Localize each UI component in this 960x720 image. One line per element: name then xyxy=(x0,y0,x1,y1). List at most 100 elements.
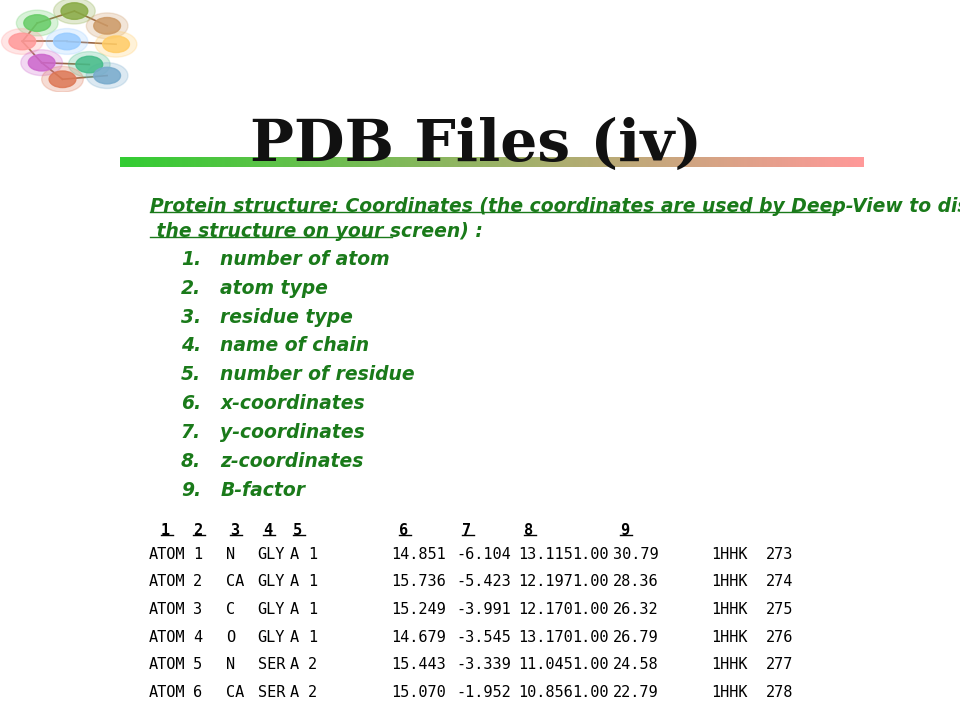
Text: 6.: 6. xyxy=(181,394,202,413)
Text: y-coordinates: y-coordinates xyxy=(221,423,365,442)
Circle shape xyxy=(86,13,128,39)
Text: GLY: GLY xyxy=(257,602,285,617)
Text: ATOM: ATOM xyxy=(148,575,184,589)
Text: SER: SER xyxy=(257,657,285,672)
Text: 8.: 8. xyxy=(181,451,202,471)
Text: 6: 6 xyxy=(399,523,408,539)
Text: -3.545: -3.545 xyxy=(456,630,511,644)
Text: A: A xyxy=(290,575,299,589)
Text: 275: 275 xyxy=(766,602,793,617)
Text: CA: CA xyxy=(227,685,245,700)
Text: 10.856: 10.856 xyxy=(518,685,573,700)
Text: 7.: 7. xyxy=(181,423,202,442)
Text: N: N xyxy=(227,546,235,562)
Text: 3: 3 xyxy=(230,523,239,539)
Text: 24.58: 24.58 xyxy=(613,657,659,672)
Circle shape xyxy=(16,10,58,36)
Text: 1.00: 1.00 xyxy=(572,630,609,644)
Text: 276: 276 xyxy=(766,630,793,644)
Text: PDB Files (iv): PDB Files (iv) xyxy=(251,117,702,173)
Text: 273: 273 xyxy=(766,546,793,562)
Circle shape xyxy=(21,50,62,76)
Circle shape xyxy=(41,66,84,92)
Text: -1.952: -1.952 xyxy=(456,685,511,700)
Text: 4: 4 xyxy=(263,523,272,539)
Text: A: A xyxy=(290,602,299,617)
Text: GLY: GLY xyxy=(257,630,285,644)
Circle shape xyxy=(68,52,110,78)
Text: C: C xyxy=(227,602,235,617)
Text: 1: 1 xyxy=(308,575,318,589)
Text: 1.00: 1.00 xyxy=(572,602,609,617)
Text: 2: 2 xyxy=(193,575,202,589)
Text: 1.: 1. xyxy=(181,250,202,269)
Text: 4: 4 xyxy=(193,630,202,644)
Text: number of atom: number of atom xyxy=(221,250,390,269)
Text: 14.679: 14.679 xyxy=(392,630,446,644)
Text: 1HHK: 1HHK xyxy=(711,657,748,672)
Text: CA: CA xyxy=(227,575,245,589)
Text: 22.79: 22.79 xyxy=(613,685,659,700)
Text: O: O xyxy=(227,630,235,644)
Text: atom type: atom type xyxy=(221,279,328,298)
Circle shape xyxy=(49,71,76,88)
Text: ATOM: ATOM xyxy=(148,685,184,700)
Text: 15.249: 15.249 xyxy=(392,602,446,617)
Circle shape xyxy=(76,56,103,73)
Circle shape xyxy=(24,14,51,32)
Circle shape xyxy=(61,3,87,19)
Text: 13.115: 13.115 xyxy=(518,546,573,562)
Circle shape xyxy=(2,29,43,55)
Circle shape xyxy=(46,29,87,55)
Text: 9: 9 xyxy=(620,523,629,539)
Text: 14.851: 14.851 xyxy=(392,546,446,562)
Text: number of residue: number of residue xyxy=(221,365,415,384)
Text: ATOM: ATOM xyxy=(148,657,184,672)
Text: the structure on your screen) :: the structure on your screen) : xyxy=(150,222,483,241)
Text: 30.79: 30.79 xyxy=(613,546,659,562)
Text: 1: 1 xyxy=(308,630,318,644)
Text: A: A xyxy=(290,630,299,644)
Text: residue type: residue type xyxy=(221,307,353,327)
Circle shape xyxy=(94,17,121,34)
Text: A: A xyxy=(290,657,299,672)
Text: 1: 1 xyxy=(308,546,318,562)
Text: 12.170: 12.170 xyxy=(518,602,573,617)
Circle shape xyxy=(94,67,121,84)
Text: 1HHK: 1HHK xyxy=(711,575,748,589)
Text: 8: 8 xyxy=(524,523,533,539)
Text: 1HHK: 1HHK xyxy=(711,630,748,644)
Text: 274: 274 xyxy=(766,575,793,589)
Text: 1.00: 1.00 xyxy=(572,546,609,562)
Text: A: A xyxy=(290,546,299,562)
Text: 15.070: 15.070 xyxy=(392,685,446,700)
Text: 1HHK: 1HHK xyxy=(711,685,748,700)
Text: 6: 6 xyxy=(193,685,202,700)
Text: 3.: 3. xyxy=(181,307,202,327)
Text: N: N xyxy=(227,657,235,672)
Text: 277: 277 xyxy=(766,657,793,672)
Text: 5.: 5. xyxy=(181,365,202,384)
Text: name of chain: name of chain xyxy=(221,336,370,356)
Text: SER: SER xyxy=(257,685,285,700)
Text: GLY: GLY xyxy=(257,575,285,589)
Text: 5: 5 xyxy=(193,657,202,672)
Text: 7: 7 xyxy=(463,523,471,539)
Text: ATOM: ATOM xyxy=(148,630,184,644)
Text: ATOM: ATOM xyxy=(148,546,184,562)
Text: 12.197: 12.197 xyxy=(518,575,573,589)
Text: 1: 1 xyxy=(308,602,318,617)
Text: 2: 2 xyxy=(193,523,202,539)
Text: Protein structure: Coordinates (the coordinates are used by Deep-View to display: Protein structure: Coordinates (the coor… xyxy=(150,197,960,216)
Text: z-coordinates: z-coordinates xyxy=(221,451,364,471)
Text: 278: 278 xyxy=(766,685,793,700)
Text: A: A xyxy=(290,685,299,700)
Text: 2: 2 xyxy=(308,685,318,700)
Text: 15.443: 15.443 xyxy=(392,657,446,672)
Text: B-factor: B-factor xyxy=(221,480,305,500)
Circle shape xyxy=(28,55,55,71)
Circle shape xyxy=(103,36,130,53)
Text: GLY: GLY xyxy=(257,546,285,562)
Circle shape xyxy=(54,0,95,24)
Text: 3: 3 xyxy=(193,602,202,617)
